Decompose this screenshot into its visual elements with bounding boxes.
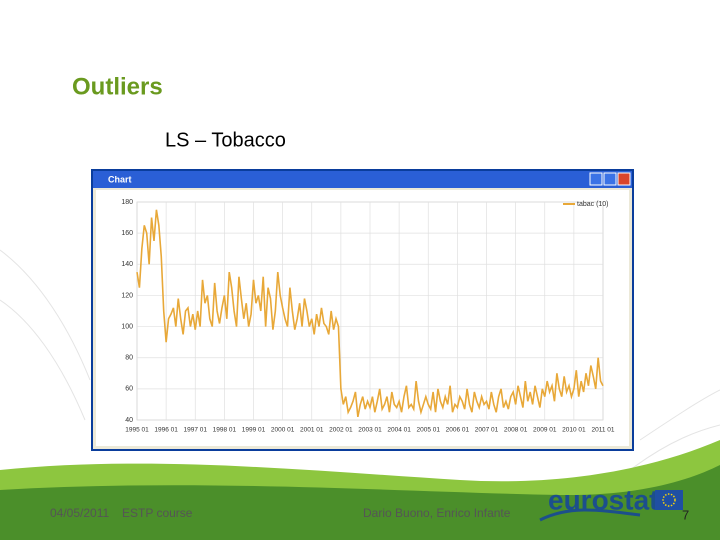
y-tick-label: 100 xyxy=(121,323,133,330)
x-tick-label: 2003 01 xyxy=(358,427,382,434)
legend-label: tabac (10) xyxy=(577,201,609,208)
y-tick-label: 140 xyxy=(121,261,133,268)
window-title: Chart xyxy=(108,174,132,184)
footer-course: ESTP course xyxy=(122,506,193,520)
maximize-button[interactable] xyxy=(603,172,617,186)
slide-subtitle: LS – Tobacco xyxy=(165,129,286,151)
chart: 40 60 80 100 120 140 160 180 1995 01 1996 01 1997 … xyxy=(121,199,615,434)
y-tick-label: 40 xyxy=(125,417,133,424)
x-tick-label: 2010 01 xyxy=(562,427,586,434)
decoration xyxy=(0,249,720,471)
x-tick-label: 2004 01 xyxy=(387,427,411,434)
y-tick-label: 60 xyxy=(125,386,133,393)
x-tick-label: 2006 01 xyxy=(446,427,470,434)
minimize-button[interactable] xyxy=(589,172,603,186)
x-tick-label: 2007 01 xyxy=(475,427,499,434)
eu-stars xyxy=(662,493,676,507)
x-tick-label: 1999 01 xyxy=(242,427,266,434)
footer-date: 04/05/2011 xyxy=(50,506,109,520)
x-tick-label: 1997 01 xyxy=(184,427,208,434)
x-tick-label: 2000 01 xyxy=(271,427,295,434)
data-line xyxy=(136,209,604,418)
close-button[interactable] xyxy=(617,172,631,186)
logo-swoosh xyxy=(539,508,641,522)
x-tick-label: 1995 01 xyxy=(125,427,149,434)
x-tick-label: 2002 01 xyxy=(329,427,353,434)
y-tick-label: 180 xyxy=(121,199,133,206)
x-tick-label: 2001 01 xyxy=(300,427,324,434)
x-tick-label: 2008 01 xyxy=(504,427,528,434)
x-tick-label: 1998 01 xyxy=(213,427,237,434)
y-tick-label: 160 xyxy=(121,230,133,237)
footer-wave-dark xyxy=(0,465,720,540)
x-tick-label: 2005 01 xyxy=(417,427,441,434)
y-tick-label: 80 xyxy=(125,355,133,362)
x-tick-label: 2009 01 xyxy=(533,427,557,434)
window-titlebar xyxy=(93,171,632,188)
x-tick-label: 1996 01 xyxy=(154,427,178,434)
page-number: 7 xyxy=(682,507,689,522)
y-tick-label: 120 xyxy=(121,292,133,299)
x-tick-label: 2011 01 xyxy=(591,427,614,434)
eu-flag xyxy=(655,490,683,510)
slide-title: Outliers xyxy=(72,73,163,100)
footer-authors: Dario Buono, Enrico Infante xyxy=(363,506,511,520)
